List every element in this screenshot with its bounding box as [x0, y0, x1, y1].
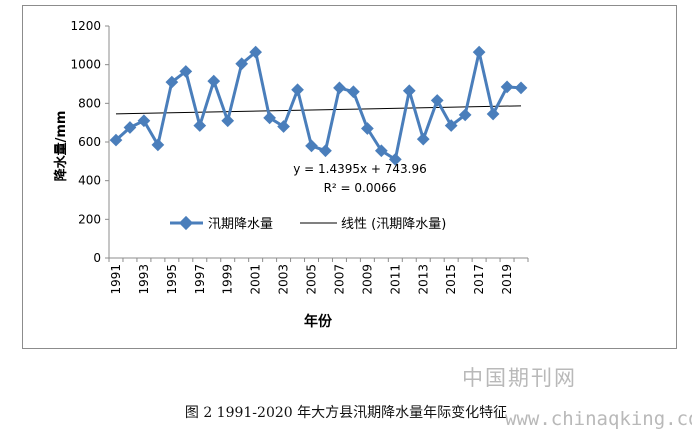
trend-equation: y = 1.4395x + 743.96	[293, 162, 427, 176]
legend-series-label: 汛期降水量	[208, 217, 273, 232]
data-point	[109, 133, 123, 147]
data-point	[444, 119, 458, 132]
x-tick-label: 1993	[137, 264, 151, 295]
y-axis: 0 200 400 600 800 1000 1200	[70, 19, 110, 265]
data-point	[221, 114, 235, 128]
legend-trend-label: 线性 (汛期降水量)	[341, 217, 446, 232]
y-axis-title: 降水量/mm	[53, 111, 69, 182]
data-point	[207, 74, 221, 88]
x-tick-label: 2001	[249, 264, 263, 295]
x-tick-label: 1991	[109, 264, 123, 295]
data-point	[235, 57, 249, 71]
x-tick-label: 2003	[277, 264, 291, 295]
data-point	[193, 119, 207, 132]
chart-frame: 0 200 400 600 800 1000 1200 1991 1993 1995 1997 19…	[22, 5, 677, 349]
y-tick-label: 1200	[70, 19, 101, 33]
y-tick-label: 1000	[70, 58, 101, 72]
data-point	[402, 84, 416, 98]
y-tick-label: 600	[78, 135, 101, 149]
x-tick-label: 2013	[416, 264, 430, 295]
x-tick-label: 1997	[193, 264, 207, 295]
data-point	[388, 153, 402, 166]
x-tick-label: 2011	[388, 264, 402, 295]
x-tick-label: 2019	[500, 264, 514, 295]
data-point	[137, 114, 151, 128]
data-point	[179, 65, 193, 78]
series-group	[109, 45, 528, 166]
data-point	[165, 75, 179, 89]
data-point	[458, 108, 472, 122]
data-point	[249, 45, 263, 59]
y-tick-label: 400	[78, 174, 101, 188]
x-tick-label: 2017	[472, 264, 486, 295]
data-point	[500, 80, 514, 94]
data-point	[486, 107, 500, 121]
watermark-url: www.chinaqking.com	[505, 408, 692, 430]
x-tick-label: 2005	[305, 264, 319, 295]
data-point	[263, 111, 276, 125]
x-axis-title: 年份	[304, 313, 333, 330]
data-point	[472, 45, 486, 59]
watermark-cn: 中国期刊网	[462, 366, 577, 390]
x-tick-label: 1999	[221, 264, 235, 295]
y-tick-label: 800	[78, 96, 101, 110]
data-point	[291, 83, 304, 97]
data-point	[416, 132, 430, 146]
data-point	[277, 120, 290, 133]
x-tick-label: 2009	[360, 264, 374, 295]
trendline-group	[115, 105, 522, 115]
x-axis: 1991 1993 1995 1997 1999 2001 2003 2005 2007 2009…	[108, 257, 529, 295]
data-point	[430, 94, 444, 107]
x-tick-label: 2007	[332, 264, 346, 295]
x-tick-label: 2015	[444, 264, 458, 295]
legend: 汛期降水量 线性 (汛期降水量)	[170, 215, 446, 232]
x-tick-label: 1995	[165, 264, 179, 295]
data-point	[305, 139, 318, 153]
figure-caption: 图 2 1991-2020 年大方县汛期降水量年际变化特征	[184, 405, 508, 421]
data-point	[347, 85, 360, 99]
y-tick-label: 200	[78, 212, 101, 226]
trendline	[115, 105, 522, 115]
data-point	[514, 81, 528, 95]
legend-series-marker	[178, 215, 194, 231]
data-point	[319, 144, 332, 158]
data-point	[151, 138, 165, 152]
data-point	[333, 81, 346, 95]
r-squared-label: R² = 0.0066	[324, 181, 397, 195]
data-point	[374, 144, 388, 158]
data-point	[361, 122, 374, 135]
y-tick-label: 0	[93, 251, 101, 265]
series-line	[114, 50, 522, 161]
